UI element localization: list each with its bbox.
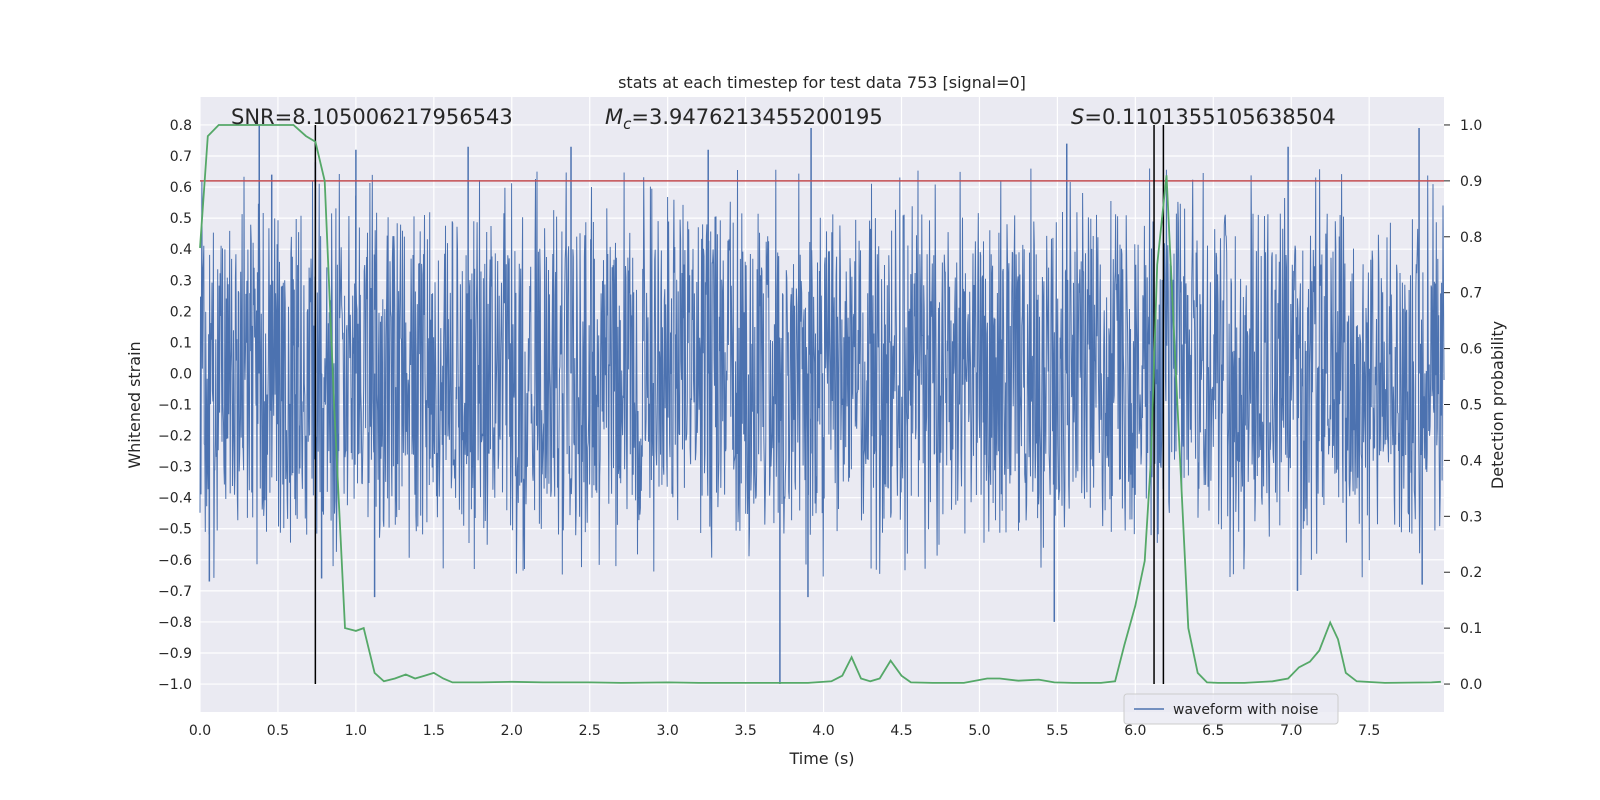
x-axis-label: Time (s) (788, 749, 854, 768)
s-value: =0.1101355105638504 (1084, 105, 1335, 129)
x-tick-label: 5.0 (968, 723, 990, 739)
y2-tick-label: 0.5 (1460, 398, 1482, 414)
y-tick-label: 0.8 (170, 118, 192, 134)
y2-tick-label: 0.0 (1460, 677, 1482, 693)
y2-tick-label: 0.3 (1460, 509, 1482, 525)
probability-series (199, 124, 1441, 684)
mc-value: =3.9476213455200195 (631, 105, 882, 129)
y2-tick-label: 0.1 (1460, 621, 1482, 637)
y-tick-label: 0.7 (170, 149, 192, 165)
x-tick-label: 4.0 (812, 723, 834, 739)
y-tick-label: 0.5 (170, 211, 192, 227)
y-tick-label: −0.5 (158, 522, 192, 538)
x-tick-label: 6.5 (1202, 723, 1224, 739)
marker-lines (314, 124, 1165, 685)
y-tick-label: −0.3 (158, 460, 192, 476)
y-tick-label: 0.4 (170, 242, 192, 258)
waveform-series (199, 124, 1445, 685)
chirp-mass-annotation: Mc=3.9476213455200195 (605, 105, 883, 133)
legend: waveform with noise (1123, 693, 1339, 725)
y-tick-labels: 0.8 0.7 0.6 0.5 0.4 0.3 0.2 0.1 0.0 −0.1 −0.2 −0.3 −… (158, 118, 192, 693)
x-tick-labels: 0.0 0.5 1.0 1.5 2.0 2.5 3.0 3.5 4.0 4.5 5.0 5.5 6.0 6… (189, 723, 1380, 739)
x-tick-label: 7.5 (1358, 723, 1380, 739)
x-tick-label: 3.5 (734, 723, 756, 739)
y2-tick-label: 0.9 (1460, 174, 1482, 190)
y-tick-label: −0.2 (158, 429, 192, 445)
y2-tick-label: 0.6 (1460, 342, 1482, 358)
s-annotation: S=0.1101355105638504 (1071, 105, 1336, 129)
y-axis-label: Whitened strain (125, 341, 144, 468)
chart-title: stats at each timestep for test data 753… (618, 73, 1026, 92)
probability-line (199, 124, 1441, 684)
y-tick-label: 0.6 (170, 180, 192, 196)
y-tick-label: −0.6 (158, 553, 192, 569)
mc-symbol: M (605, 105, 623, 129)
y2-tick-labels: 1.0 0.9 0.8 0.7 0.6 0.5 0.4 0.3 0.2 0.1 0.0 (1444, 118, 1482, 693)
y-tick-label: 0.2 (170, 304, 192, 320)
x-tick-label: 7.0 (1280, 723, 1302, 739)
y2-axis-label: Detection probability (1488, 321, 1507, 489)
x-tick-label: 3.0 (657, 723, 679, 739)
x-tick-label: 0.0 (189, 723, 211, 739)
y-tick-label: 0.0 (170, 366, 192, 382)
x-tick-label: 1.0 (345, 723, 367, 739)
s-symbol: S (1071, 105, 1084, 129)
x-tick-label: 0.5 (267, 723, 289, 739)
y2-tick-label: 0.8 (1460, 230, 1482, 246)
y2-tick-label: 0.2 (1460, 565, 1482, 581)
y-tick-label: 0.1 (170, 335, 192, 351)
y2-tick-label: 0.4 (1460, 453, 1482, 469)
legend-box (1123, 693, 1339, 725)
x-tick-label: 6.0 (1124, 723, 1146, 739)
y2-tick-label: 1.0 (1460, 118, 1482, 134)
y-tick-label: −0.4 (158, 491, 192, 507)
y-tick-label: −0.9 (158, 646, 192, 662)
y-tick-label: 0.3 (170, 273, 192, 289)
y-tick-label: −0.7 (158, 584, 192, 600)
x-tick-label: 1.5 (423, 723, 445, 739)
x-tick-label: 2.0 (501, 723, 523, 739)
x-tick-label: 4.5 (890, 723, 912, 739)
y-tick-label: −0.1 (158, 398, 192, 414)
y-tick-label: −0.8 (158, 615, 192, 631)
snr-annotation: SNR=8.105006217956543 (231, 105, 513, 129)
mc-subscript: c (623, 115, 632, 133)
legend-label: waveform with noise (1173, 702, 1318, 718)
y-tick-label: −1.0 (158, 677, 192, 693)
x-tick-label: 5.5 (1046, 723, 1068, 739)
waveform-line (199, 168, 1445, 578)
y2-tick-label: 0.7 (1460, 286, 1482, 302)
x-tick-label: 2.5 (579, 723, 601, 739)
